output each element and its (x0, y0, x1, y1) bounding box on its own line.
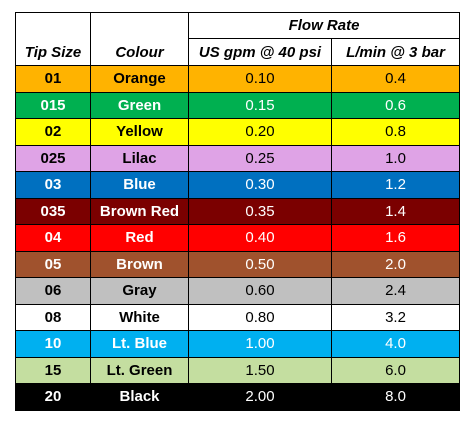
colour-name: Lt. Blue (90, 330, 189, 358)
colour-name: Yellow (90, 118, 189, 146)
lmin-value: 2.0 (331, 250, 460, 278)
colour-name: Orange (90, 65, 189, 93)
gpm-value: 2.00 (188, 383, 332, 411)
colour-name: Lilac (90, 144, 189, 172)
header-lmin: L/min @ 3 bar (331, 38, 460, 66)
colour-name: Lt. Green (90, 356, 189, 384)
colour-name: Gray (90, 277, 189, 305)
tip-size: 15 (15, 356, 91, 384)
header-flow-rate: Flow Rate (188, 12, 460, 39)
gpm-value: 1.00 (188, 330, 332, 358)
lmin-value: 1.6 (331, 224, 460, 252)
tip-size: 025 (15, 144, 91, 172)
gpm-value: 0.50 (188, 250, 332, 278)
header-colour: Colour (90, 12, 189, 66)
colour-name: Blue (90, 171, 189, 199)
lmin-value: 1.4 (331, 197, 460, 225)
tip-size: 06 (15, 277, 91, 305)
lmin-value: 0.6 (331, 91, 460, 119)
lmin-value: 0.8 (331, 118, 460, 146)
tip-size: 015 (15, 91, 91, 119)
gpm-value: 0.80 (188, 303, 332, 331)
header-tip-size: Tip Size (15, 12, 91, 66)
gpm-value: 0.20 (188, 118, 332, 146)
lmin-value: 6.0 (331, 356, 460, 384)
gpm-value: 0.10 (188, 65, 332, 93)
gpm-value: 0.60 (188, 277, 332, 305)
lmin-value: 2.4 (331, 277, 460, 305)
header-gpm: US gpm @ 40 psi (188, 38, 332, 66)
lmin-value: 1.2 (331, 171, 460, 199)
tip-size: 02 (15, 118, 91, 146)
lmin-value: 8.0 (331, 383, 460, 411)
colour-name: Brown (90, 250, 189, 278)
lmin-value: 4.0 (331, 330, 460, 358)
tip-size: 10 (15, 330, 91, 358)
lmin-value: 0.4 (331, 65, 460, 93)
gpm-value: 0.25 (188, 144, 332, 172)
tip-size: 01 (15, 65, 91, 93)
tip-size: 08 (15, 303, 91, 331)
lmin-value: 1.0 (331, 144, 460, 172)
tip-size: 20 (15, 383, 91, 411)
tip-size: 03 (15, 171, 91, 199)
colour-name: Red (90, 224, 189, 252)
gpm-value: 0.40 (188, 224, 332, 252)
gpm-value: 0.35 (188, 197, 332, 225)
gpm-value: 1.50 (188, 356, 332, 384)
colour-name: White (90, 303, 189, 331)
tip-size: 05 (15, 250, 91, 278)
gpm-value: 0.30 (188, 171, 332, 199)
gpm-value: 0.15 (188, 91, 332, 119)
tip-size: 04 (15, 224, 91, 252)
colour-name: Brown Red (90, 197, 189, 225)
colour-name: Black (90, 383, 189, 411)
tip-size: 035 (15, 197, 91, 225)
colour-name: Green (90, 91, 189, 119)
lmin-value: 3.2 (331, 303, 460, 331)
